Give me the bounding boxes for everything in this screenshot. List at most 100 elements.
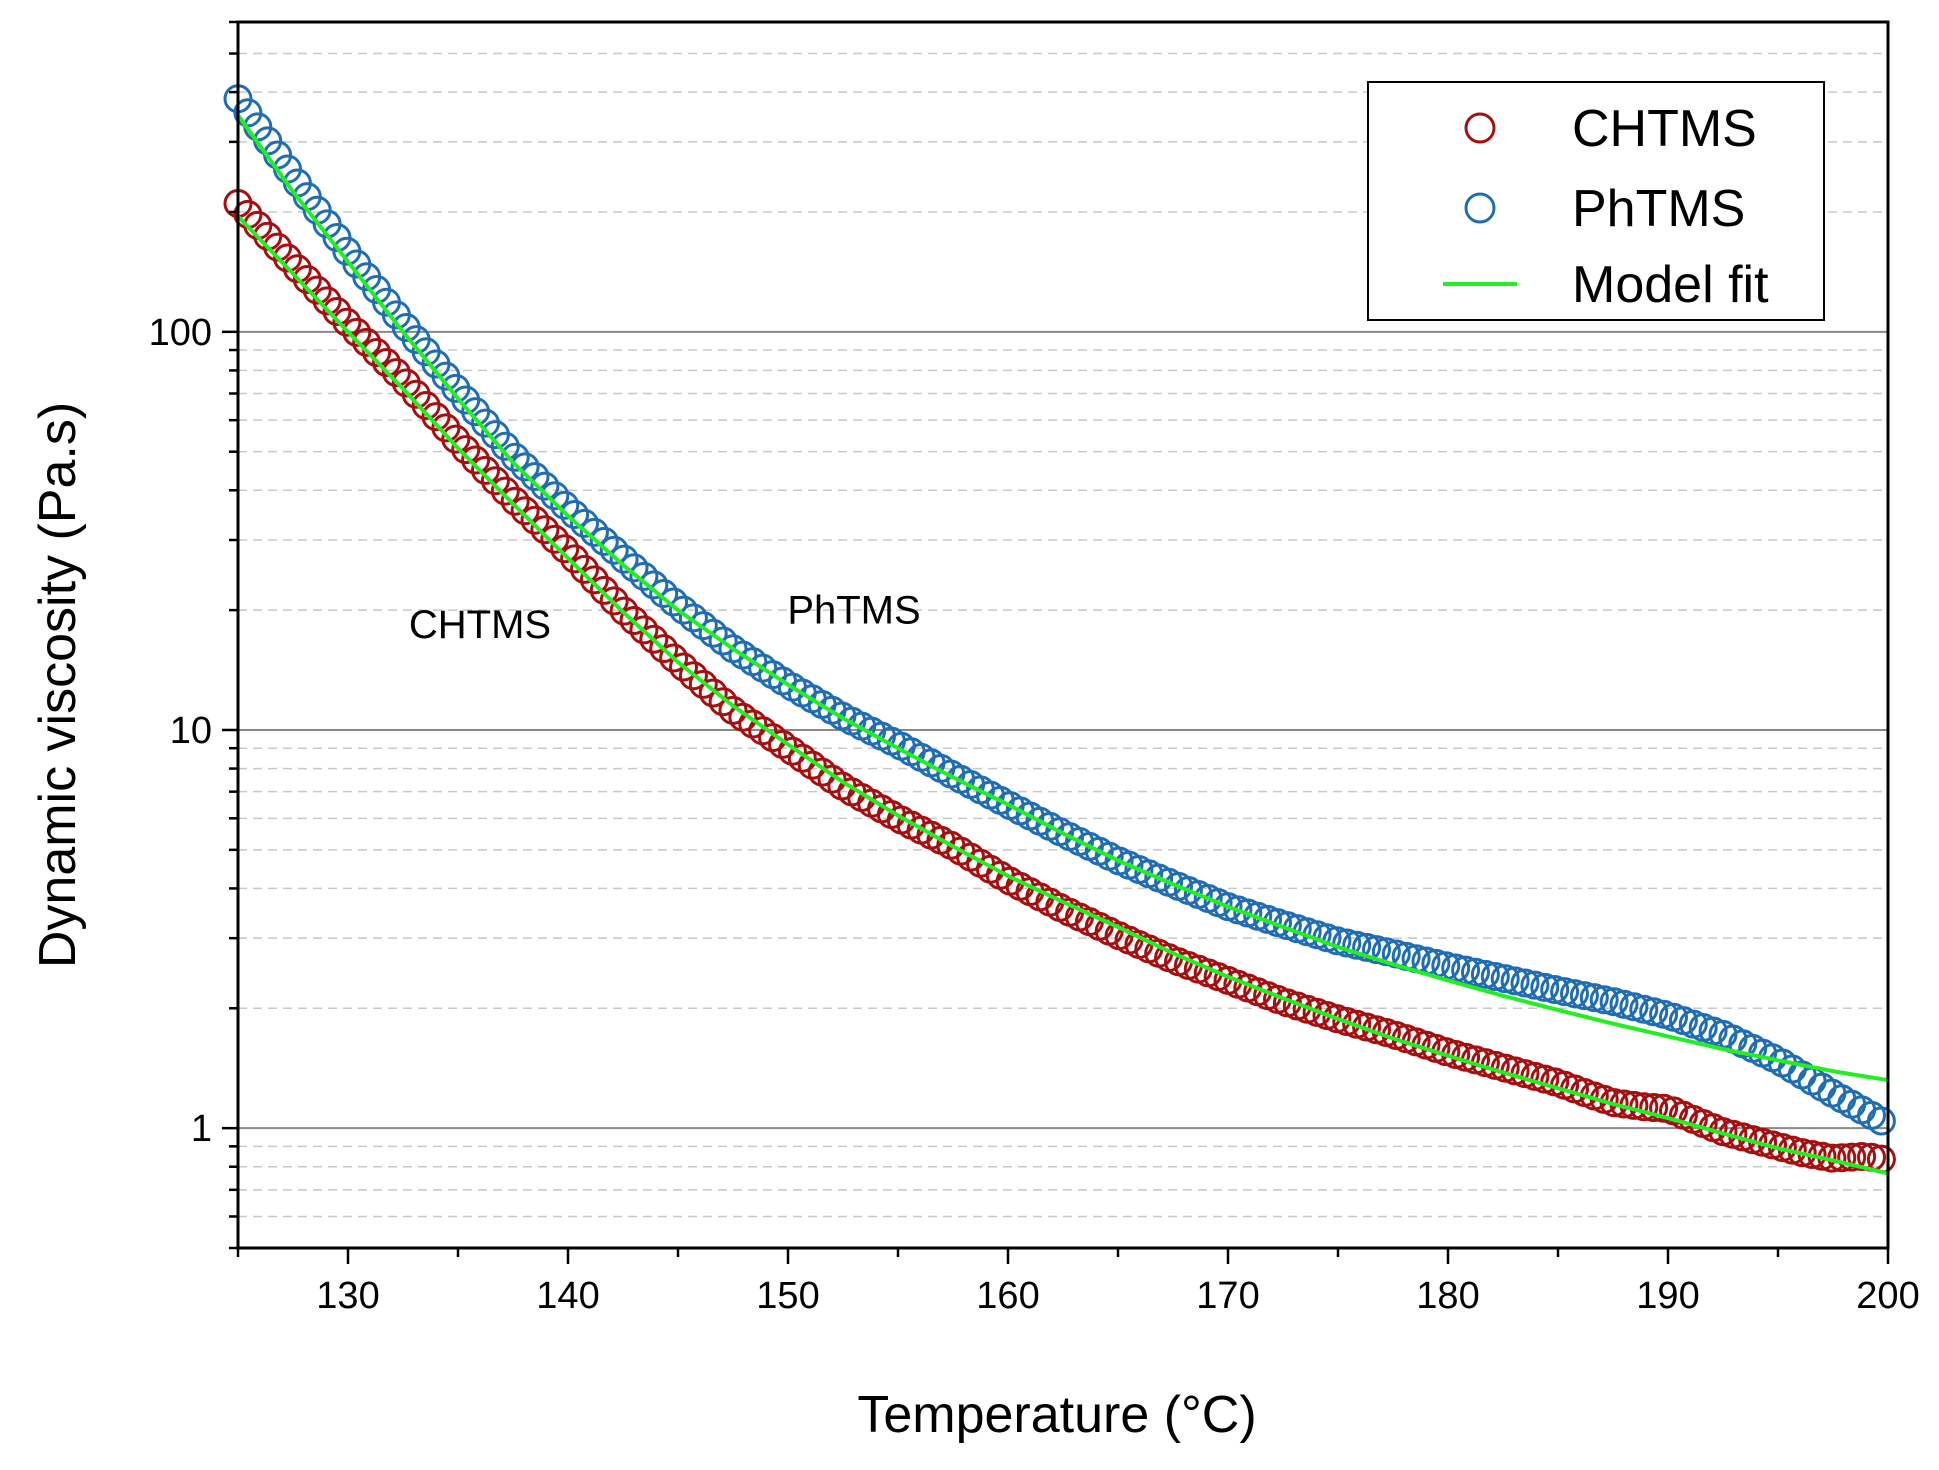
legend-label-phtms: PhTMS <box>1572 180 1745 238</box>
annotation-chtms: CHTMS <box>409 603 551 647</box>
data-point-phtms <box>1451 955 1481 985</box>
data-point-phtms <box>629 561 659 591</box>
data-point-phtms <box>1332 928 1362 958</box>
data-point-phtms <box>1480 962 1510 992</box>
y-axis-title: Dynamic viscosity (Pa.s) <box>29 402 87 968</box>
data-point-phtms <box>639 570 669 600</box>
data-point-chtms <box>292 264 322 294</box>
data-point-chtms <box>322 297 352 327</box>
data-point-chtms <box>1599 1088 1629 1118</box>
data-point-chtms <box>550 534 580 564</box>
data-point-phtms <box>1520 970 1550 1000</box>
data-point-phtms <box>1589 985 1619 1015</box>
data-point-chtms <box>639 624 669 654</box>
series-chtms <box>223 189 1896 1174</box>
data-point-phtms <box>698 618 728 648</box>
legend-marker-phtms <box>1464 192 1496 224</box>
data-point-chtms <box>669 652 698 682</box>
data-point-phtms <box>1362 935 1391 965</box>
plot-frame <box>236 20 1890 1250</box>
data-point-chtms <box>520 505 550 535</box>
data-point-chtms <box>540 524 570 554</box>
data-point-phtms <box>589 526 619 556</box>
data-point-phtms <box>678 603 708 633</box>
data-point-phtms <box>500 442 530 472</box>
x-tick-label: 140 <box>536 1275 599 1317</box>
data-point-chtms <box>471 455 500 485</box>
model-fit-line-phtms <box>236 114 1889 1083</box>
legend-label-model-fit: Model fit <box>1572 256 1769 314</box>
legend-marker-chtms <box>1464 112 1496 144</box>
x-tick-label: 170 <box>1196 1275 1259 1317</box>
data-point-phtms <box>1342 930 1372 960</box>
data-point-chtms <box>530 515 560 545</box>
data-point-chtms <box>500 486 530 516</box>
data-point-chtms <box>649 634 679 664</box>
x-tick-label: 190 <box>1636 1275 1699 1317</box>
data-point-phtms <box>530 471 560 501</box>
data-point-chtms <box>1837 1142 1867 1172</box>
data-point-phtms <box>1550 977 1580 1007</box>
x-tick-label: 150 <box>756 1275 819 1317</box>
data-point-phtms <box>599 535 629 565</box>
data-point-chtms <box>560 544 590 574</box>
data-point-chtms <box>1639 1093 1669 1123</box>
data-point-phtms <box>1569 981 1599 1011</box>
data-point-chtms <box>352 327 382 357</box>
y-tick-label: 1 <box>191 1108 212 1150</box>
data-point-phtms <box>1500 966 1530 996</box>
data-point-phtms <box>708 626 738 656</box>
x-tick-label: 130 <box>316 1275 379 1317</box>
data-point-chtms <box>480 466 510 496</box>
data-point-chtms <box>698 678 728 708</box>
data-point-phtms <box>1579 983 1609 1013</box>
data-point-phtms <box>609 544 639 574</box>
data-point-phtms <box>688 611 718 641</box>
data-point-chtms <box>1847 1142 1877 1172</box>
data-point-phtms <box>649 578 679 608</box>
legend-label-chtms: CHTMS <box>1572 100 1757 158</box>
x-axis-title: Temperature (°C) <box>857 1386 1256 1444</box>
data-point-phtms <box>1490 964 1520 994</box>
data-point-chtms <box>688 669 718 699</box>
data-point-phtms <box>1866 1106 1896 1136</box>
data-point-phtms <box>1470 959 1500 989</box>
legend: CHTMS PhTMS Model fit <box>1367 81 1825 321</box>
data-point-chtms <box>619 606 649 636</box>
data-point-phtms <box>619 553 649 583</box>
data-point-chtms <box>659 643 689 673</box>
tick-layer: 1 10 100 130 140 150 160 170 180 190 200 <box>149 20 1920 1317</box>
data-point-chtms <box>282 254 312 284</box>
data-point-chtms <box>490 476 520 506</box>
data-point-chtms <box>678 661 708 691</box>
data-point-chtms <box>629 615 659 645</box>
data-point-chtms <box>708 687 738 717</box>
data-point-phtms <box>540 481 570 511</box>
data-point-phtms <box>1510 968 1540 998</box>
data-point-chtms <box>570 554 599 584</box>
series-phtms <box>223 84 1896 1136</box>
data-point-chtms <box>461 445 491 475</box>
data-point-phtms <box>1540 975 1570 1005</box>
x-tick-label: 200 <box>1856 1275 1919 1317</box>
data-point-phtms <box>510 452 540 482</box>
data-point-chtms <box>510 496 540 526</box>
data-point-phtms <box>659 587 689 617</box>
data-point-phtms <box>1371 937 1401 967</box>
data-point-chtms <box>342 317 372 347</box>
data-point-phtms <box>1352 932 1382 962</box>
data-point-phtms <box>560 499 590 529</box>
data-point-chtms <box>579 565 609 595</box>
data-point-chtms <box>372 348 401 378</box>
data-point-chtms <box>273 243 302 273</box>
data-point-chtms <box>302 275 332 305</box>
model-fit-line-chtms <box>236 214 1889 1176</box>
data-point-phtms <box>520 462 550 492</box>
x-tick-label: 160 <box>976 1275 1039 1317</box>
data-point-chtms <box>381 358 411 388</box>
data-point-chtms <box>312 286 342 316</box>
y-tick-label: 10 <box>170 710 212 752</box>
data-point-phtms <box>1461 957 1490 987</box>
x-tick-label: 180 <box>1416 1275 1479 1317</box>
